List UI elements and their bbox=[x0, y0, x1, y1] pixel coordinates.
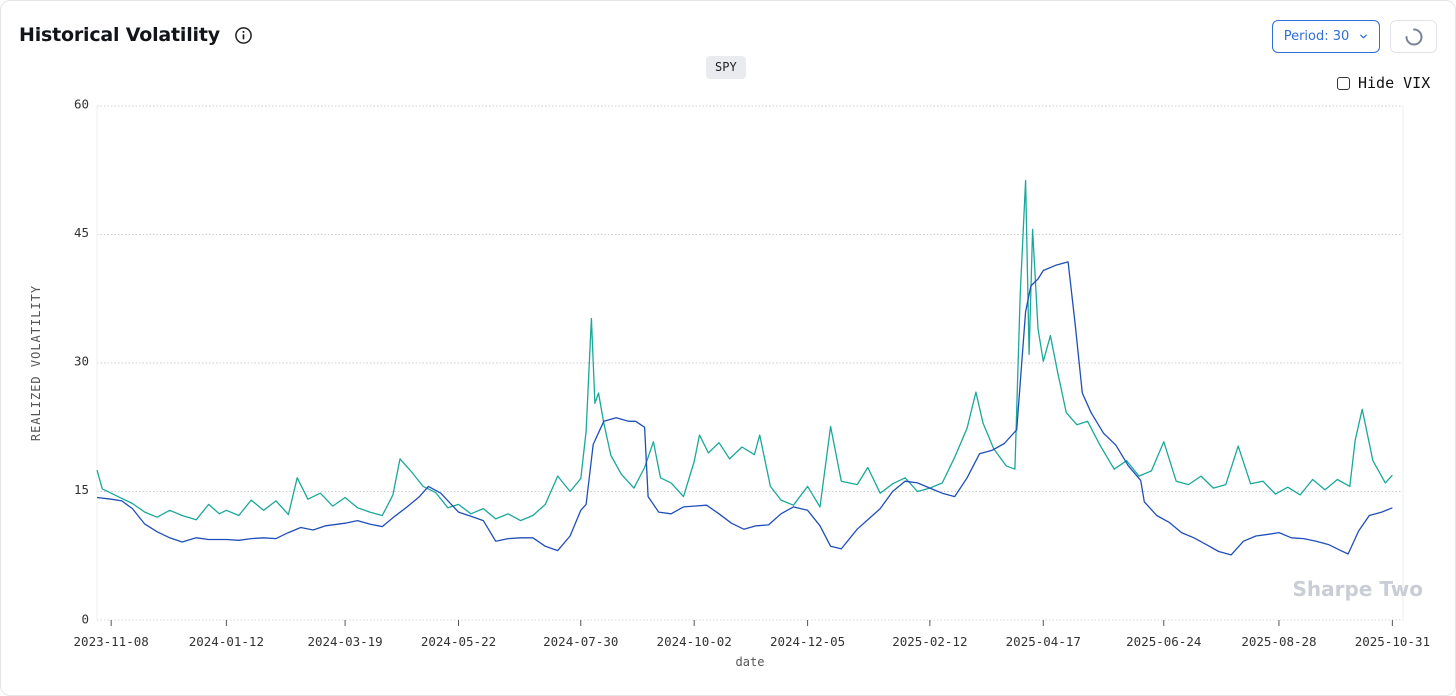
series-lines bbox=[96, 179, 1393, 556]
header: Historical Volatility bbox=[19, 24, 253, 46]
loading-spinner-icon bbox=[1405, 28, 1422, 45]
gridlines bbox=[96, 105, 1404, 621]
refresh-button[interactable] bbox=[1390, 20, 1437, 53]
y-tick-label: 0 bbox=[81, 612, 89, 627]
hide-vix-toggle[interactable]: Hide VIX bbox=[1337, 74, 1430, 92]
x-axis-label: date bbox=[736, 655, 765, 669]
series-line-teal bbox=[96, 179, 1393, 522]
y-axis-label: REALIZED VOLATILITY bbox=[29, 285, 43, 441]
x-tick-label: 2024-07-30 bbox=[543, 634, 618, 649]
period-select[interactable]: Period: 30 bbox=[1272, 20, 1380, 53]
chevron-down-icon bbox=[1360, 34, 1368, 39]
x-tick-label: 2023-11-08 bbox=[74, 634, 149, 649]
x-tick-label: 2025-02-12 bbox=[892, 634, 967, 649]
info-icon[interactable] bbox=[234, 26, 253, 45]
y-tick-label: 30 bbox=[74, 354, 89, 369]
x-tick-label: 2024-05-22 bbox=[421, 634, 496, 649]
ticker-badge: SPY bbox=[706, 56, 746, 79]
axes: 0 15 30 45 60 2023-11-08 2024-01-12 2024-03-19 2… bbox=[74, 97, 1430, 650]
x-tick-label: 2025-06-24 bbox=[1126, 634, 1201, 649]
x-tick-label: 2024-12-05 bbox=[770, 634, 845, 649]
x-tick-label: 2025-04-17 bbox=[1006, 634, 1081, 649]
x-tick-label: 2025-08-28 bbox=[1241, 634, 1316, 649]
x-tick-label: 2025-10-31 bbox=[1355, 634, 1430, 649]
period-select-label: Period: 30 bbox=[1283, 29, 1350, 44]
series-line-blue bbox=[96, 261, 1393, 556]
x-tick-label: 2024-01-12 bbox=[189, 634, 264, 649]
hide-vix-checkbox[interactable] bbox=[1337, 76, 1350, 90]
hide-vix-label: Hide VIX bbox=[1358, 74, 1431, 92]
x-tick-label: 2024-10-02 bbox=[657, 634, 732, 649]
y-tick-label: 45 bbox=[74, 225, 89, 240]
watermark-text: Sharpe Two bbox=[1292, 577, 1423, 601]
y-tick-label: 60 bbox=[74, 97, 89, 112]
y-tick-label: 15 bbox=[74, 482, 89, 497]
x-tick-label: 2024-03-19 bbox=[307, 634, 382, 649]
page-title: Historical Volatility bbox=[19, 24, 220, 46]
